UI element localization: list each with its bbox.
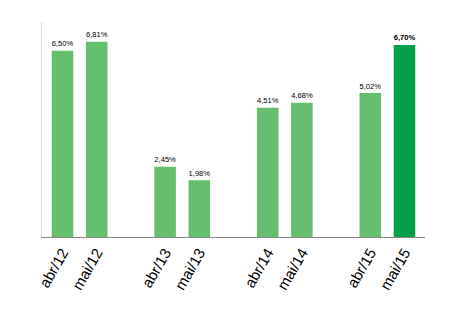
- svg-text:6,70%: 6,70%: [394, 33, 416, 42]
- svg-text:5,02%: 5,02%: [360, 82, 382, 91]
- svg-text:mai/13: mai/13: [171, 245, 208, 292]
- svg-text:mai/12: mai/12: [69, 245, 106, 292]
- svg-text:2,45%: 2,45%: [154, 155, 176, 164]
- svg-text:abr/13: abr/13: [138, 245, 174, 290]
- svg-text:6,81%: 6,81%: [86, 30, 108, 39]
- svg-text:4,51%: 4,51%: [257, 96, 279, 105]
- svg-text:abr/14: abr/14: [241, 245, 277, 290]
- svg-text:1,98%: 1,98%: [189, 169, 211, 178]
- svg-text:4,68%: 4,68%: [291, 91, 313, 100]
- svg-text:6,50%: 6,50%: [52, 39, 74, 48]
- svg-text:mai/15: mai/15: [376, 245, 413, 292]
- svg-text:abr/15: abr/15: [343, 245, 379, 290]
- svg-text:abr/12: abr/12: [36, 245, 72, 290]
- svg-text:mai/14: mai/14: [274, 245, 311, 292]
